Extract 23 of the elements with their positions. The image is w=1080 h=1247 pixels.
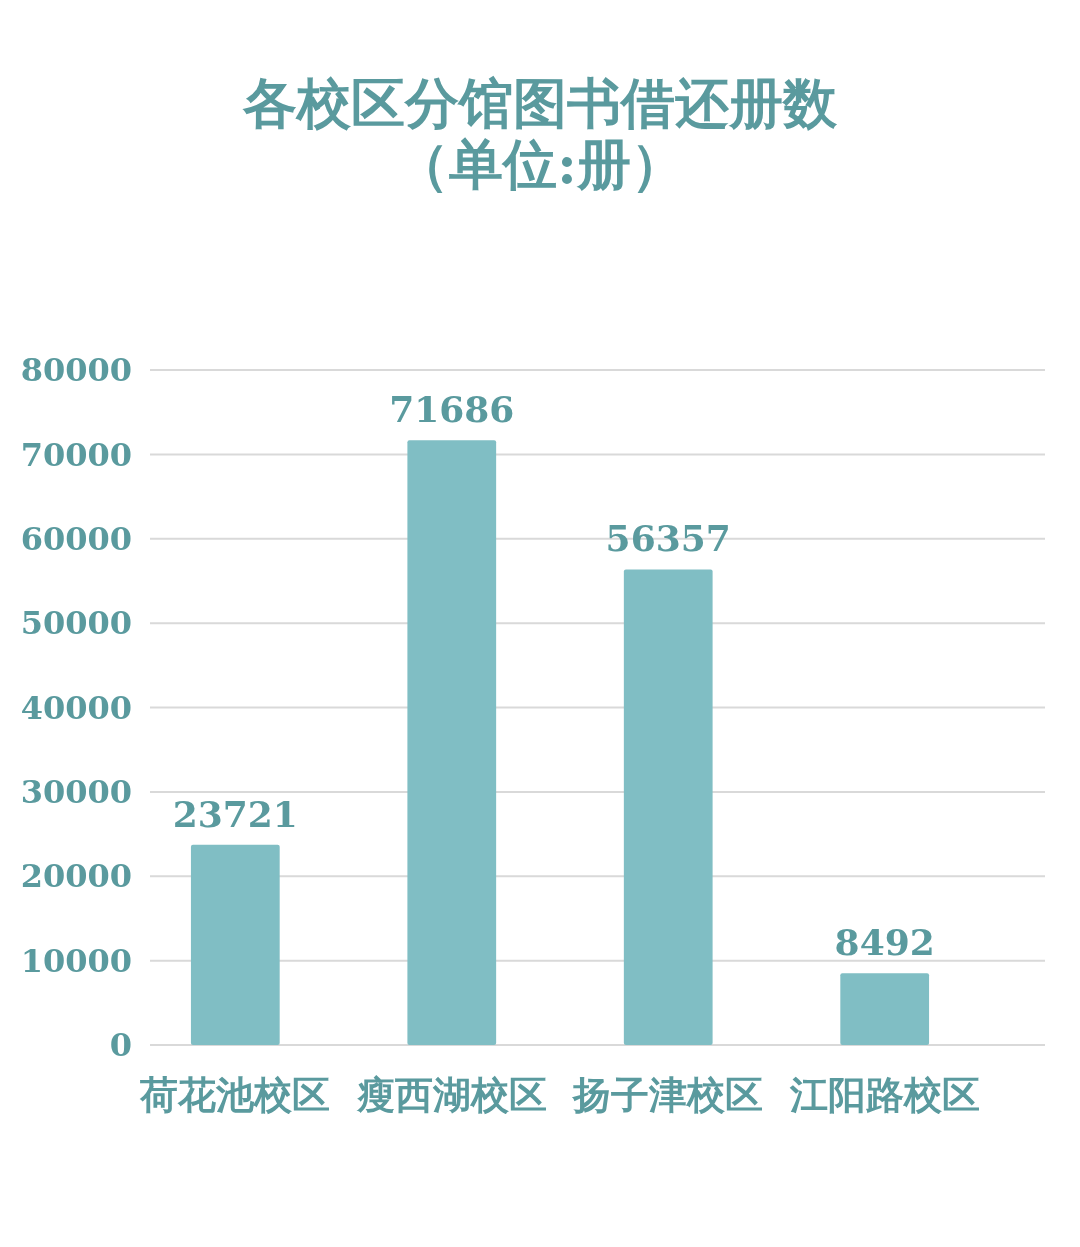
y-tick-label: 70000: [20, 435, 132, 474]
data-label: 56357: [605, 517, 731, 560]
bar: [407, 440, 497, 1045]
data-label: 8492: [834, 921, 935, 964]
chart-title: 各校区分馆图书借还册数: [242, 71, 838, 135]
x-tick-label: 江阳路校区: [788, 1072, 980, 1117]
y-tick-label: 30000: [20, 773, 132, 812]
y-tick-label: 0: [109, 1026, 132, 1065]
x-tick-label: 扬子津校区: [571, 1072, 764, 1117]
y-tick-label: 50000: [20, 604, 132, 643]
y-tick-label: 60000: [20, 519, 132, 558]
bar: [840, 973, 930, 1045]
x-tick-label: 瘦西湖校区: [355, 1072, 547, 1117]
y-tick-label: 20000: [20, 857, 132, 896]
data-label: 23721: [172, 792, 298, 835]
chart-subtitle: （单位:册）: [395, 132, 685, 196]
y-tick-label: 40000: [20, 688, 132, 727]
x-tick-label: 荷花池校区: [139, 1072, 331, 1117]
data-label: 71686: [389, 388, 515, 431]
y-tick-label: 80000: [20, 351, 132, 390]
bar: [623, 569, 713, 1045]
y-tick-label: 10000: [20, 941, 132, 980]
bar: [190, 844, 280, 1045]
